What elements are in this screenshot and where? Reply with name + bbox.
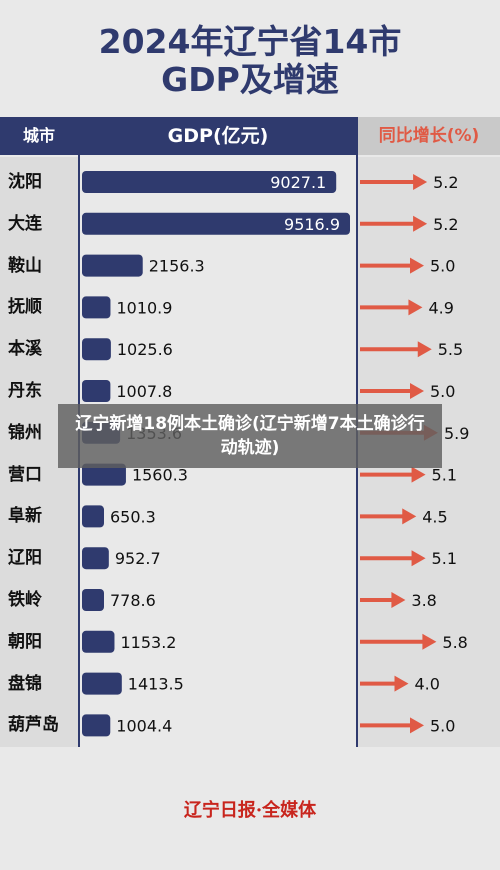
growth-value-label: 4.9 <box>428 298 453 317</box>
city-label: 丹东 <box>8 381 42 401</box>
growth-arrow-head <box>413 174 428 190</box>
gdp-bar <box>82 212 350 235</box>
city-label: 鞍山 <box>8 255 42 276</box>
gdp-value-label: 952.7 <box>115 549 161 568</box>
city-label: 抚顺 <box>8 297 42 318</box>
gdp-bar <box>82 672 122 695</box>
gdp-value-label: 1010.9 <box>116 298 172 317</box>
gdp-bar <box>82 589 104 611</box>
growth-value-label: 5.9 <box>444 424 469 443</box>
city-label: 锦州 <box>8 422 42 443</box>
growth-arrow-head <box>410 257 424 274</box>
growth-value-label: 5.0 <box>430 716 455 735</box>
growth-arrow-head <box>410 717 424 734</box>
gdp-value-label: 1413.5 <box>128 675 184 694</box>
growth-value-label: 5.2 <box>433 215 458 234</box>
gdp-bar <box>82 254 143 277</box>
growth-value-label: 4.0 <box>415 675 440 694</box>
gdp-bar <box>82 463 126 486</box>
growth-arrow-head <box>417 341 432 358</box>
growth-value-label: 4.5 <box>422 507 447 526</box>
gdp-value-label: 778.6 <box>110 591 156 610</box>
gdp-bar <box>82 338 111 361</box>
city-label: 沈阳 <box>8 172 42 192</box>
gdp-bar <box>82 296 111 319</box>
growth-arrow-head <box>391 592 406 608</box>
growth-arrow-head <box>408 299 423 316</box>
gdp-bar <box>82 380 111 402</box>
overlay-banner: 辽宁新增18例本土确诊(辽宁新增7本土确诊行动轨迹) <box>58 404 442 468</box>
growth-value-label: 5.0 <box>430 382 455 401</box>
gdp-bar <box>82 714 111 737</box>
growth-value-label: 5.5 <box>438 340 463 359</box>
gdp-bar <box>82 547 109 570</box>
city-label: 铁岭 <box>8 590 42 610</box>
gdp-value-label: 1560.3 <box>132 466 188 485</box>
gdp-value-label: 1007.8 <box>116 382 172 401</box>
city-label: 大连 <box>8 213 42 234</box>
footer-logo: 辽宁日报·全媒体 <box>183 800 317 821</box>
growth-arrow-head <box>411 466 426 483</box>
gdp-value-label: 1004.4 <box>116 716 172 735</box>
growth-arrow-head <box>402 508 417 525</box>
city-label: 本溪 <box>8 339 42 360</box>
city-label: 葫芦岛 <box>8 715 59 736</box>
growth-arrow-head <box>422 633 437 650</box>
growth-arrow-head <box>411 550 426 567</box>
growth-value-label: 5.8 <box>442 633 467 652</box>
city-label: 阜新 <box>8 506 42 527</box>
city-label: 辽阳 <box>8 548 42 569</box>
gdp-value-label: 650.3 <box>110 507 156 526</box>
growth-arrow-head <box>413 215 428 232</box>
growth-value-label: 5.2 <box>433 173 458 192</box>
growth-arrow-head <box>410 383 424 399</box>
growth-value-label: 5.1 <box>432 549 457 568</box>
growth-value-label: 5.1 <box>432 466 457 485</box>
city-label: 朝阳 <box>8 631 42 652</box>
header-growth: 同比增长(%) <box>358 117 500 155</box>
header-gdp: GDP(亿元) <box>80 117 356 155</box>
gdp-bar <box>82 505 104 528</box>
growth-value-label: 5.0 <box>430 257 455 276</box>
growth-arrow-head <box>394 675 409 692</box>
growth-value-label: 3.8 <box>411 591 436 610</box>
gdp-bar <box>82 171 337 193</box>
gdp-value-label: 1153.2 <box>120 633 176 652</box>
city-label: 营口 <box>8 464 42 485</box>
gdp-bar <box>82 630 115 653</box>
gdp-value-label: 1025.6 <box>117 340 173 359</box>
chart-title-line1: 2024年辽宁省14市 <box>98 22 402 61</box>
chart-title-line2: GDP及增速 <box>161 60 339 99</box>
gdp-value-label: 2156.3 <box>149 257 205 276</box>
city-label: 盘锦 <box>8 673 42 694</box>
header-city: 城市 <box>0 117 78 155</box>
gdp-value-label: 9027.1 <box>270 173 326 192</box>
gdp-value-label: 9516.9 <box>284 215 340 234</box>
